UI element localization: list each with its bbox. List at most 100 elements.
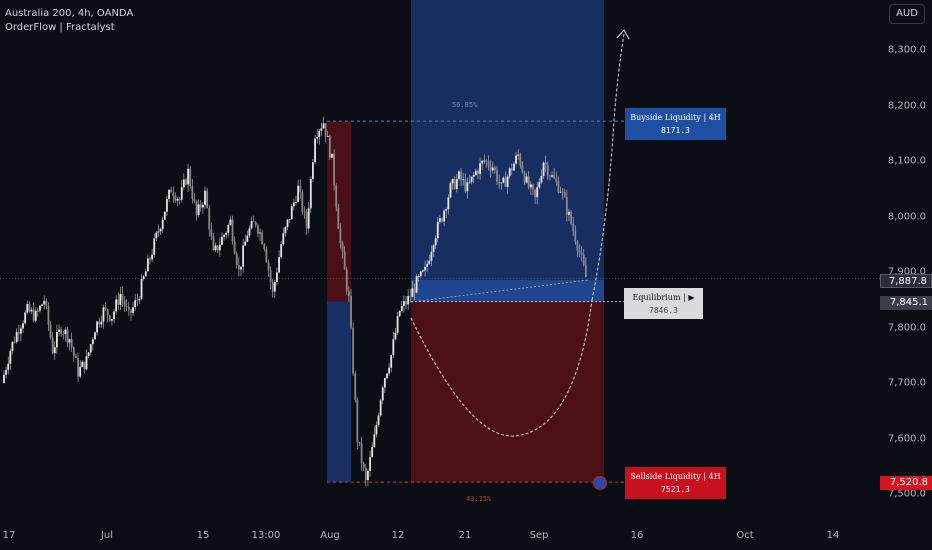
candle-body (341, 243, 344, 252)
candle-body (235, 253, 238, 266)
candle-body (445, 209, 448, 211)
candle-body (269, 270, 272, 283)
candle-body (574, 231, 577, 243)
candle-body (335, 185, 338, 208)
time-tick: 13:00 (251, 530, 281, 541)
candle-body (176, 198, 179, 201)
candle-body (303, 211, 306, 213)
candle-body (153, 238, 156, 255)
candle-body (553, 175, 556, 179)
candle-body (324, 123, 327, 137)
candle-body (26, 303, 29, 313)
candle-body (409, 296, 412, 297)
candle-body (39, 305, 41, 311)
candle-body (403, 301, 405, 307)
candle-body (517, 154, 520, 156)
discount-zone (411, 301, 604, 483)
candle-body (204, 190, 206, 205)
candle-body (87, 352, 90, 357)
candle-body (240, 266, 242, 270)
price-tick: 7,900.0 (887, 266, 926, 278)
indicator-info[interactable]: OrderFlow | Fractalyst (5, 22, 115, 33)
candle-body (237, 265, 240, 270)
candle-body (273, 282, 276, 292)
candle-body (451, 179, 454, 184)
candle-body (542, 162, 545, 176)
projected-path-up (591, 33, 625, 301)
candle-body (149, 258, 151, 260)
candle-body (45, 300, 48, 306)
candle-body (392, 339, 395, 355)
candle-body (91, 339, 94, 345)
candle-body (515, 155, 517, 164)
candle-body (244, 241, 247, 246)
candle-body (354, 373, 357, 400)
trendline (410, 279, 589, 303)
candle-body (455, 179, 458, 189)
candle-body (288, 219, 291, 221)
candle-body (390, 354, 393, 368)
candle-body (398, 310, 401, 317)
candle-body (81, 361, 84, 367)
candle-body (510, 168, 513, 171)
candle-body (555, 178, 558, 182)
candle-body (170, 189, 173, 193)
candle-body (462, 179, 465, 181)
candle-body (229, 219, 232, 226)
current-price-tag: 7,887.8 (880, 274, 932, 288)
candle-body (301, 191, 304, 212)
candle-body (130, 309, 132, 313)
candle-body (151, 254, 154, 260)
candle-body (189, 168, 192, 187)
currency-button[interactable]: AUD (889, 4, 925, 24)
price-chart[interactable] (0, 0, 880, 522)
candle-body (580, 252, 583, 255)
candle-body (125, 306, 128, 308)
time-axis[interactable]: 17 Jul 15 13:00 Aug 12 21 Sep 16 Oct 14 (0, 522, 932, 550)
candle-body (563, 192, 566, 198)
candle-body (231, 219, 234, 242)
candle-body (561, 191, 564, 193)
candle-body (49, 324, 52, 338)
projected-path-down (410, 299, 593, 437)
candle-body (123, 300, 126, 307)
candle-body (386, 373, 388, 379)
candle-body (265, 248, 268, 262)
candle-body (193, 198, 196, 202)
time-tick: 14 (826, 530, 840, 541)
candle-body (72, 347, 75, 356)
candle-body (68, 339, 71, 343)
economic-event-icon[interactable] (593, 476, 607, 490)
candle-body (489, 166, 492, 171)
candle-body (132, 307, 134, 313)
candle-body (570, 211, 572, 224)
chart-area[interactable]: Australia 200, 4h, OANDA OrderFlow | Fra… (0, 0, 880, 522)
candle-body (438, 218, 441, 222)
candle-body (523, 172, 526, 183)
candle-body (322, 123, 325, 129)
price-tick: 7,700.0 (887, 377, 926, 389)
candle-body (343, 251, 346, 270)
candle-body (481, 160, 484, 164)
candle-body (254, 222, 257, 226)
candle-body (422, 270, 424, 272)
candle-body (487, 161, 490, 167)
candle-body (498, 181, 501, 184)
candle-body (276, 272, 278, 283)
candle-body (83, 361, 86, 370)
candle-body (407, 296, 410, 305)
candle-body (41, 304, 43, 306)
candle-body (565, 197, 568, 215)
candle-body (113, 311, 115, 319)
candle-body (316, 137, 319, 139)
candle-body (534, 189, 537, 198)
candle-body (474, 170, 477, 175)
candle-body (464, 179, 467, 192)
candle-body (513, 163, 515, 171)
candle-body (66, 329, 69, 343)
price-axis[interactable]: AUD 8,300.0 8,200.0 8,100.0 8,000.0 7,90… (880, 0, 932, 522)
candle-body (551, 175, 553, 177)
candle-body (163, 211, 166, 220)
candle-body (491, 167, 494, 171)
candle-body (345, 269, 348, 291)
